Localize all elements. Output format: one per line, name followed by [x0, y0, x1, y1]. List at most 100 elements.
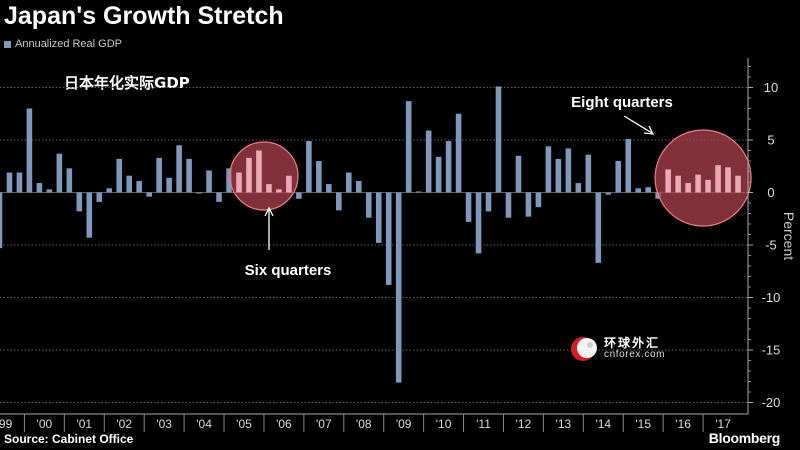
y-tick-label: 10	[764, 80, 778, 95]
bar	[326, 184, 332, 193]
highlighted-bar	[685, 183, 691, 193]
bar	[435, 156, 442, 193]
annotation-six-quarters: Six quarters	[245, 262, 332, 279]
bar	[505, 192, 512, 218]
bar	[316, 161, 322, 193]
bar	[535, 192, 542, 208]
y-tick-label: -15	[762, 343, 781, 358]
x-tick-label: '03	[156, 417, 172, 431]
bar	[96, 192, 103, 202]
highlighted-bar	[236, 172, 242, 193]
bar	[615, 161, 622, 193]
bar	[166, 177, 172, 193]
highlighted-bar	[725, 167, 731, 193]
x-tick-label: '00	[37, 417, 53, 431]
bar	[375, 192, 382, 243]
bar	[136, 180, 142, 193]
highlighted-bar	[286, 175, 292, 193]
bar	[146, 192, 152, 197]
bar	[16, 172, 23, 193]
bar	[365, 192, 372, 218]
x-tick-label: '08	[356, 417, 372, 431]
annotation-eight-quarters: Eight quarters	[571, 94, 673, 111]
x-tick-label: '12	[516, 417, 532, 431]
bar	[345, 172, 352, 193]
x-tick-label: '10	[436, 417, 452, 431]
x-tick-label: '02	[116, 417, 132, 431]
grid-lines	[0, 87, 748, 403]
bar	[26, 108, 33, 193]
bar	[385, 192, 392, 285]
x-tick-label: '09	[396, 417, 412, 431]
x-tick-label: '05	[236, 417, 252, 431]
bloomberg-logo: Bloomberg	[708, 430, 781, 446]
highlighted-bar	[715, 165, 721, 193]
legend-swatch	[4, 40, 11, 48]
bar	[605, 192, 612, 195]
source-note: Source: Cabinet Office	[4, 432, 134, 446]
x-tick-label: '15	[635, 417, 651, 431]
bar	[565, 148, 572, 193]
bar	[56, 153, 63, 193]
highlighted-bar	[266, 184, 272, 193]
highlight-circle	[654, 129, 752, 227]
bar	[126, 175, 133, 193]
bar	[425, 130, 432, 193]
x-tick-label: '16	[675, 417, 691, 431]
axes: 10 5 0 -5 -10 -15 -20 '99 '00 '01 '02 '03 '04 '05 '06 '…	[0, 58, 780, 432]
bar	[545, 146, 552, 193]
arrow-six-quarters-head	[264, 206, 274, 217]
bar	[336, 192, 342, 211]
highlighted-bar	[675, 175, 681, 193]
highlighted-bar	[276, 189, 282, 193]
cnforex-logo-icon	[571, 337, 597, 361]
highlighted-bar	[665, 169, 671, 193]
x-tick-label: '01	[76, 417, 92, 431]
bar	[475, 192, 482, 254]
bar	[355, 180, 362, 193]
y-tick-label: 0	[767, 185, 774, 200]
y-tick-label: -10	[762, 290, 781, 305]
bar	[296, 192, 302, 199]
x-tick-label: '14	[595, 417, 611, 431]
bar	[306, 141, 312, 193]
legend-label: Annualized Real GDP	[15, 38, 123, 50]
arrow-eight-quarters-head	[643, 125, 655, 135]
bar	[6, 172, 13, 193]
bar	[585, 154, 592, 193]
bar	[206, 170, 212, 193]
chart-title: Japan's Growth Stretch	[4, 2, 284, 30]
bar	[196, 192, 202, 194]
bar	[635, 188, 642, 193]
y-axis-label: Percent	[781, 212, 797, 260]
bar	[465, 192, 472, 222]
bar	[595, 192, 602, 263]
bar	[0, 192, 3, 249]
bar	[116, 158, 123, 193]
bar	[76, 192, 83, 212]
x-tick-label: '07	[316, 417, 332, 431]
y-tick-label: -5	[765, 238, 777, 253]
x-tick-label: '06	[276, 417, 292, 431]
bar	[216, 192, 222, 202]
bar	[405, 101, 412, 193]
bar	[36, 183, 43, 193]
bar	[515, 155, 522, 193]
bar	[625, 138, 632, 193]
x-tick-label: '99	[0, 417, 13, 431]
bar	[525, 192, 532, 217]
bar	[445, 141, 452, 193]
highlighted-bar	[246, 157, 252, 193]
bar	[66, 168, 73, 193]
bar	[455, 113, 462, 193]
arrow-eight-quarters	[623, 115, 653, 134]
annotations: Six quarters Eight quarters Percent	[245, 94, 797, 279]
x-tick-label: '17	[715, 417, 731, 431]
bar	[395, 192, 402, 383]
bar-series	[0, 86, 661, 383]
bar	[555, 158, 562, 193]
bar	[645, 187, 651, 193]
x-tick-label: '04	[196, 417, 212, 431]
highlighted-bar	[705, 179, 711, 193]
y-tick-label: 5	[767, 133, 774, 148]
